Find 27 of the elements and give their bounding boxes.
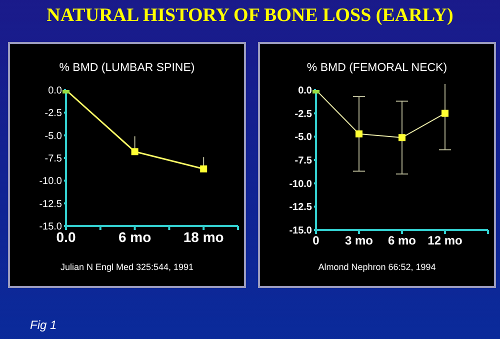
- y-tick-label: -10.0: [289, 178, 312, 190]
- chart-title: % BMD (LUMBAR SPINE): [58, 62, 196, 74]
- y-tick-label: 0.0: [48, 86, 62, 97]
- x-tick-label: 6 mo: [388, 234, 416, 248]
- y-tick-label: -2.5: [294, 108, 312, 120]
- caption: Fig 1: [30, 318, 57, 332]
- point: [200, 165, 208, 172]
- y-tick-label: -15.0: [289, 226, 312, 237]
- text: Almond Nephron 66:52, 1994: [317, 262, 437, 272]
- text: Julian N Engl Med 325:544, 1991: [59, 262, 195, 272]
- y-tick-label: -7.5: [294, 156, 312, 167]
- x-tick-label: 12 mo: [428, 234, 462, 248]
- x-tick-label: 18 mo: [183, 228, 224, 245]
- y-tick-label: -5.0: [294, 132, 312, 144]
- point: [131, 148, 138, 156]
- y-tick-label: -5.0: [44, 130, 62, 142]
- y-tick-label: 0.0: [298, 86, 312, 97]
- x-tick-label: 3 mo: [344, 234, 374, 248]
- y-tick-label: -7.5: [44, 154, 62, 165]
- y-tick-label: -12.5: [39, 198, 62, 210]
- x-tick-label: 6 mo: [118, 228, 152, 245]
- y-tick-label: -10.0: [39, 176, 62, 188]
- y-tick-label: -12.5: [289, 202, 312, 214]
- y-tick-label: -2.5: [44, 108, 62, 120]
- chart-title: % BMD (FEMORAL NECK): [306, 62, 448, 74]
- text: NATURAL HISTORY OF BONE LOSS (EARLY): [46, 5, 454, 27]
- x-tick-label: 0: [312, 234, 320, 248]
